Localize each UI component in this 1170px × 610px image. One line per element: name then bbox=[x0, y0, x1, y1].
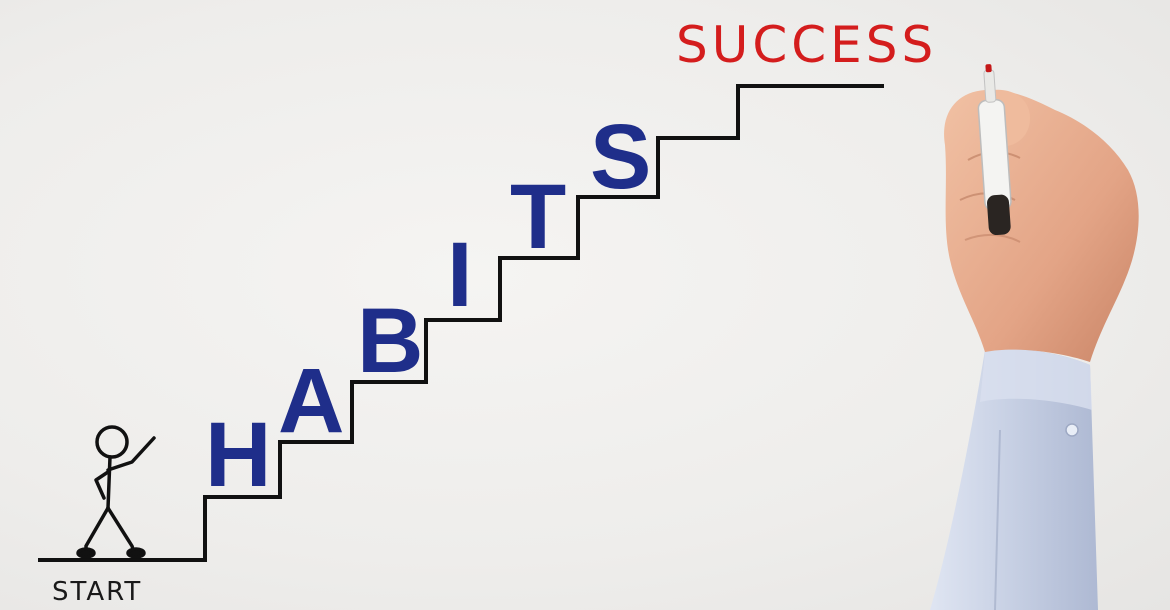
start-label: START bbox=[52, 577, 142, 607]
letter-a: A bbox=[278, 350, 344, 452]
staircase-line bbox=[38, 84, 884, 562]
stick-figure-icon bbox=[76, 425, 156, 559]
success-label: SUCCESS bbox=[676, 16, 937, 74]
hand-with-marker-icon bbox=[930, 64, 1139, 610]
letter-h: H bbox=[205, 404, 271, 506]
letter-t: T bbox=[510, 166, 566, 268]
letter-b: B bbox=[357, 290, 423, 392]
letter-s: S bbox=[590, 106, 651, 208]
letter-i: I bbox=[447, 224, 473, 326]
